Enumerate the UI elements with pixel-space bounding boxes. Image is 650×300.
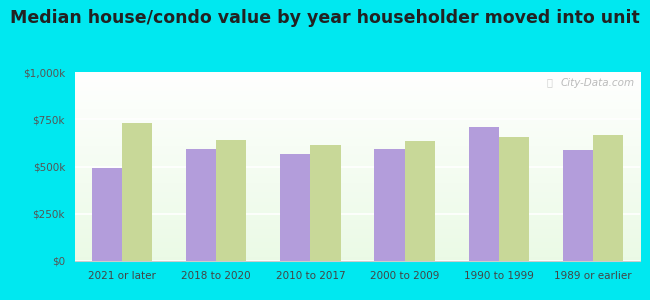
Text: ⦿: ⦿ <box>547 78 552 88</box>
Bar <box>92 168 122 261</box>
Bar <box>563 150 593 261</box>
Text: Median house/condo value by year householder moved into unit: Median house/condo value by year househo… <box>10 9 640 27</box>
Bar <box>280 154 311 261</box>
Bar <box>311 145 341 261</box>
Bar <box>593 135 623 261</box>
Bar <box>186 149 216 261</box>
Bar <box>122 123 152 261</box>
Bar <box>404 141 435 261</box>
Bar <box>499 137 529 261</box>
Bar <box>216 140 246 261</box>
Bar <box>469 127 499 261</box>
Text: City-Data.com: City-Data.com <box>560 78 634 88</box>
Bar <box>374 149 404 261</box>
